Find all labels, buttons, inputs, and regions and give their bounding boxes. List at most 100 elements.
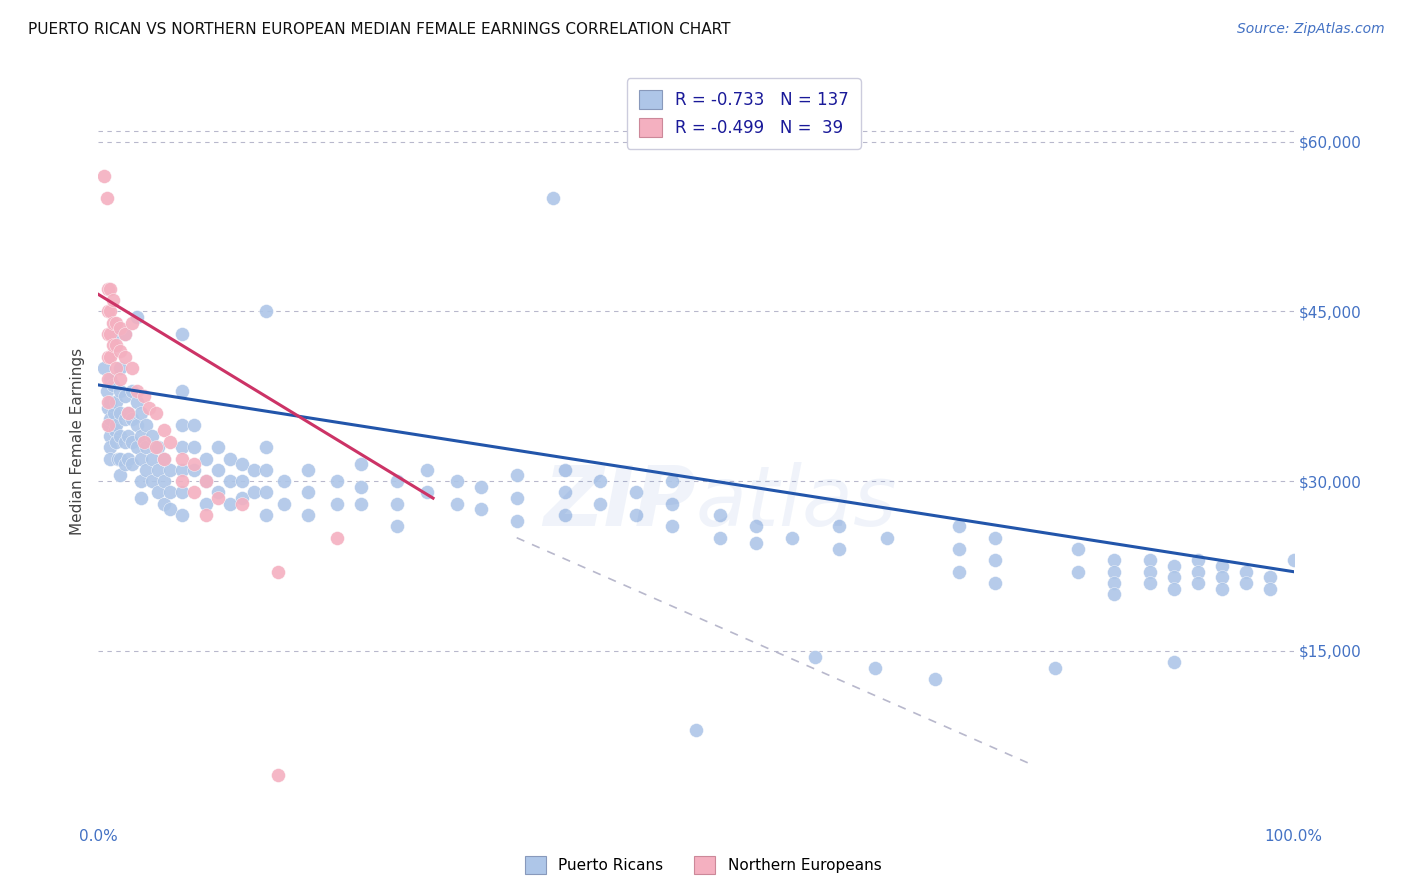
Point — [121, 412, 143, 426]
Point — [105, 417, 128, 432]
Point — [1067, 565, 1090, 579]
Point — [131, 491, 153, 505]
Legend: Puerto Ricans, Northern Europeans: Puerto Ricans, Northern Europeans — [519, 850, 887, 880]
Point — [385, 519, 409, 533]
Point — [1163, 655, 1185, 669]
Point — [105, 316, 128, 330]
Point — [541, 191, 564, 205]
Point — [104, 423, 127, 437]
Point — [470, 480, 492, 494]
Point — [948, 519, 970, 533]
Point — [114, 326, 136, 341]
Point — [1104, 565, 1126, 579]
Point — [195, 451, 218, 466]
Point — [661, 497, 683, 511]
Point — [554, 463, 576, 477]
Point — [219, 451, 242, 466]
Point — [506, 491, 529, 505]
Point — [98, 395, 122, 409]
Point — [589, 497, 612, 511]
Point — [195, 497, 218, 511]
Point — [96, 191, 118, 205]
Point — [117, 406, 139, 420]
Point — [207, 485, 229, 500]
Point — [589, 474, 612, 488]
Point — [1163, 582, 1185, 596]
Point — [661, 519, 683, 533]
Point — [876, 531, 898, 545]
Legend: R = -0.733   N = 137, R = -0.499   N =  39: R = -0.733 N = 137, R = -0.499 N = 39 — [627, 78, 860, 149]
Point — [117, 406, 139, 420]
Point — [1067, 542, 1090, 557]
Point — [1187, 553, 1209, 567]
Point — [231, 457, 253, 471]
Point — [97, 395, 120, 409]
Text: atlas: atlas — [696, 462, 897, 542]
Point — [416, 485, 439, 500]
Point — [121, 361, 143, 376]
Point — [101, 293, 124, 307]
Point — [385, 497, 409, 511]
Point — [135, 417, 157, 432]
Point — [114, 389, 136, 403]
Point — [98, 350, 122, 364]
Point — [554, 485, 576, 500]
Point — [145, 406, 167, 420]
Point — [148, 463, 170, 477]
Point — [243, 463, 266, 477]
Point — [172, 440, 194, 454]
Point — [1139, 565, 1161, 579]
Point — [125, 417, 148, 432]
Point — [273, 474, 295, 488]
Point — [131, 451, 153, 466]
Point — [98, 326, 122, 341]
Point — [1104, 587, 1126, 601]
Point — [132, 389, 155, 403]
Point — [98, 429, 122, 443]
Point — [219, 497, 242, 511]
Point — [172, 474, 194, 488]
Point — [107, 451, 129, 466]
Point — [207, 463, 229, 477]
Point — [141, 429, 163, 443]
Point — [108, 361, 131, 376]
Point — [183, 417, 205, 432]
Point — [172, 451, 194, 466]
Point — [121, 316, 143, 330]
Point — [98, 417, 121, 432]
Point — [172, 508, 194, 522]
Point — [108, 468, 131, 483]
Point — [1163, 570, 1185, 584]
Point — [350, 457, 373, 471]
Point — [1234, 565, 1257, 579]
Point — [1139, 576, 1161, 591]
Text: Source: ZipAtlas.com: Source: ZipAtlas.com — [1237, 22, 1385, 37]
Point — [97, 282, 120, 296]
Point — [984, 531, 1007, 545]
Point — [1139, 553, 1161, 567]
Point — [554, 508, 576, 522]
Point — [183, 440, 205, 454]
Point — [108, 372, 131, 386]
Point — [98, 372, 122, 386]
Point — [97, 401, 120, 415]
Point — [745, 536, 768, 550]
Point — [153, 423, 176, 437]
Point — [207, 440, 229, 454]
Point — [804, 649, 827, 664]
Point — [138, 401, 160, 415]
Point — [103, 406, 125, 420]
Point — [780, 531, 803, 545]
Point — [108, 406, 131, 420]
Point — [506, 468, 529, 483]
Point — [267, 565, 290, 579]
Point — [1211, 570, 1233, 584]
Point — [254, 463, 277, 477]
Point — [470, 502, 492, 516]
Point — [153, 474, 176, 488]
Point — [121, 434, 143, 449]
Point — [924, 672, 946, 686]
Point — [1187, 576, 1209, 591]
Point — [121, 457, 143, 471]
Point — [153, 451, 176, 466]
